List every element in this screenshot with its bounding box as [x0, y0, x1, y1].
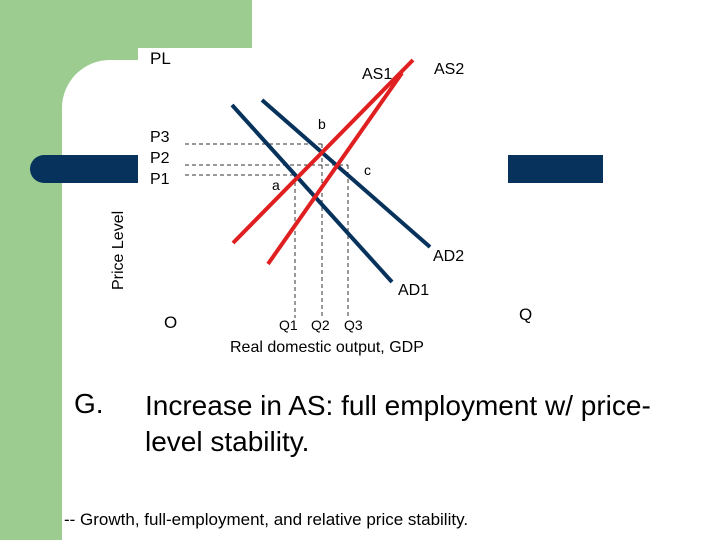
price-level-p1: P1	[150, 171, 170, 188]
ad2-label: AD2	[433, 248, 465, 265]
as1-label: AS1	[362, 66, 393, 83]
as2-label: AS2	[434, 61, 465, 78]
price-level-p3: P3	[150, 129, 170, 146]
quantity-q3: Q3	[344, 317, 363, 333]
point-c-label: c	[364, 162, 371, 178]
ad1-curve	[230, 103, 394, 284]
decorative-bar-left	[30, 155, 146, 183]
decorative-bar-right	[505, 155, 603, 183]
slide-footnote: -- Growth, full-employment, and relative…	[64, 510, 469, 529]
x-axis-symbol: Q	[519, 305, 533, 324]
price-level-p2: P2	[150, 150, 170, 167]
y-axis-title: Price Level	[110, 210, 127, 290]
slide-heading: Increase in AS: full employment w/ price…	[145, 390, 651, 457]
point-a-label: a	[272, 177, 280, 193]
ad2-curve	[260, 98, 432, 249]
ad1-label: AD1	[398, 282, 430, 299]
point-b-label: b	[318, 116, 326, 132]
as2-curve	[231, 58, 415, 245]
slide-letter: G.	[74, 388, 104, 419]
x-axis-title: Real domestic output, GDP	[230, 339, 424, 356]
quantity-q2: Q2	[311, 317, 330, 333]
y-axis-symbol: PL	[150, 49, 171, 68]
quantity-q1: Q1	[279, 317, 298, 333]
as1-curve	[266, 71, 404, 266]
origin-label: O	[164, 313, 178, 332]
